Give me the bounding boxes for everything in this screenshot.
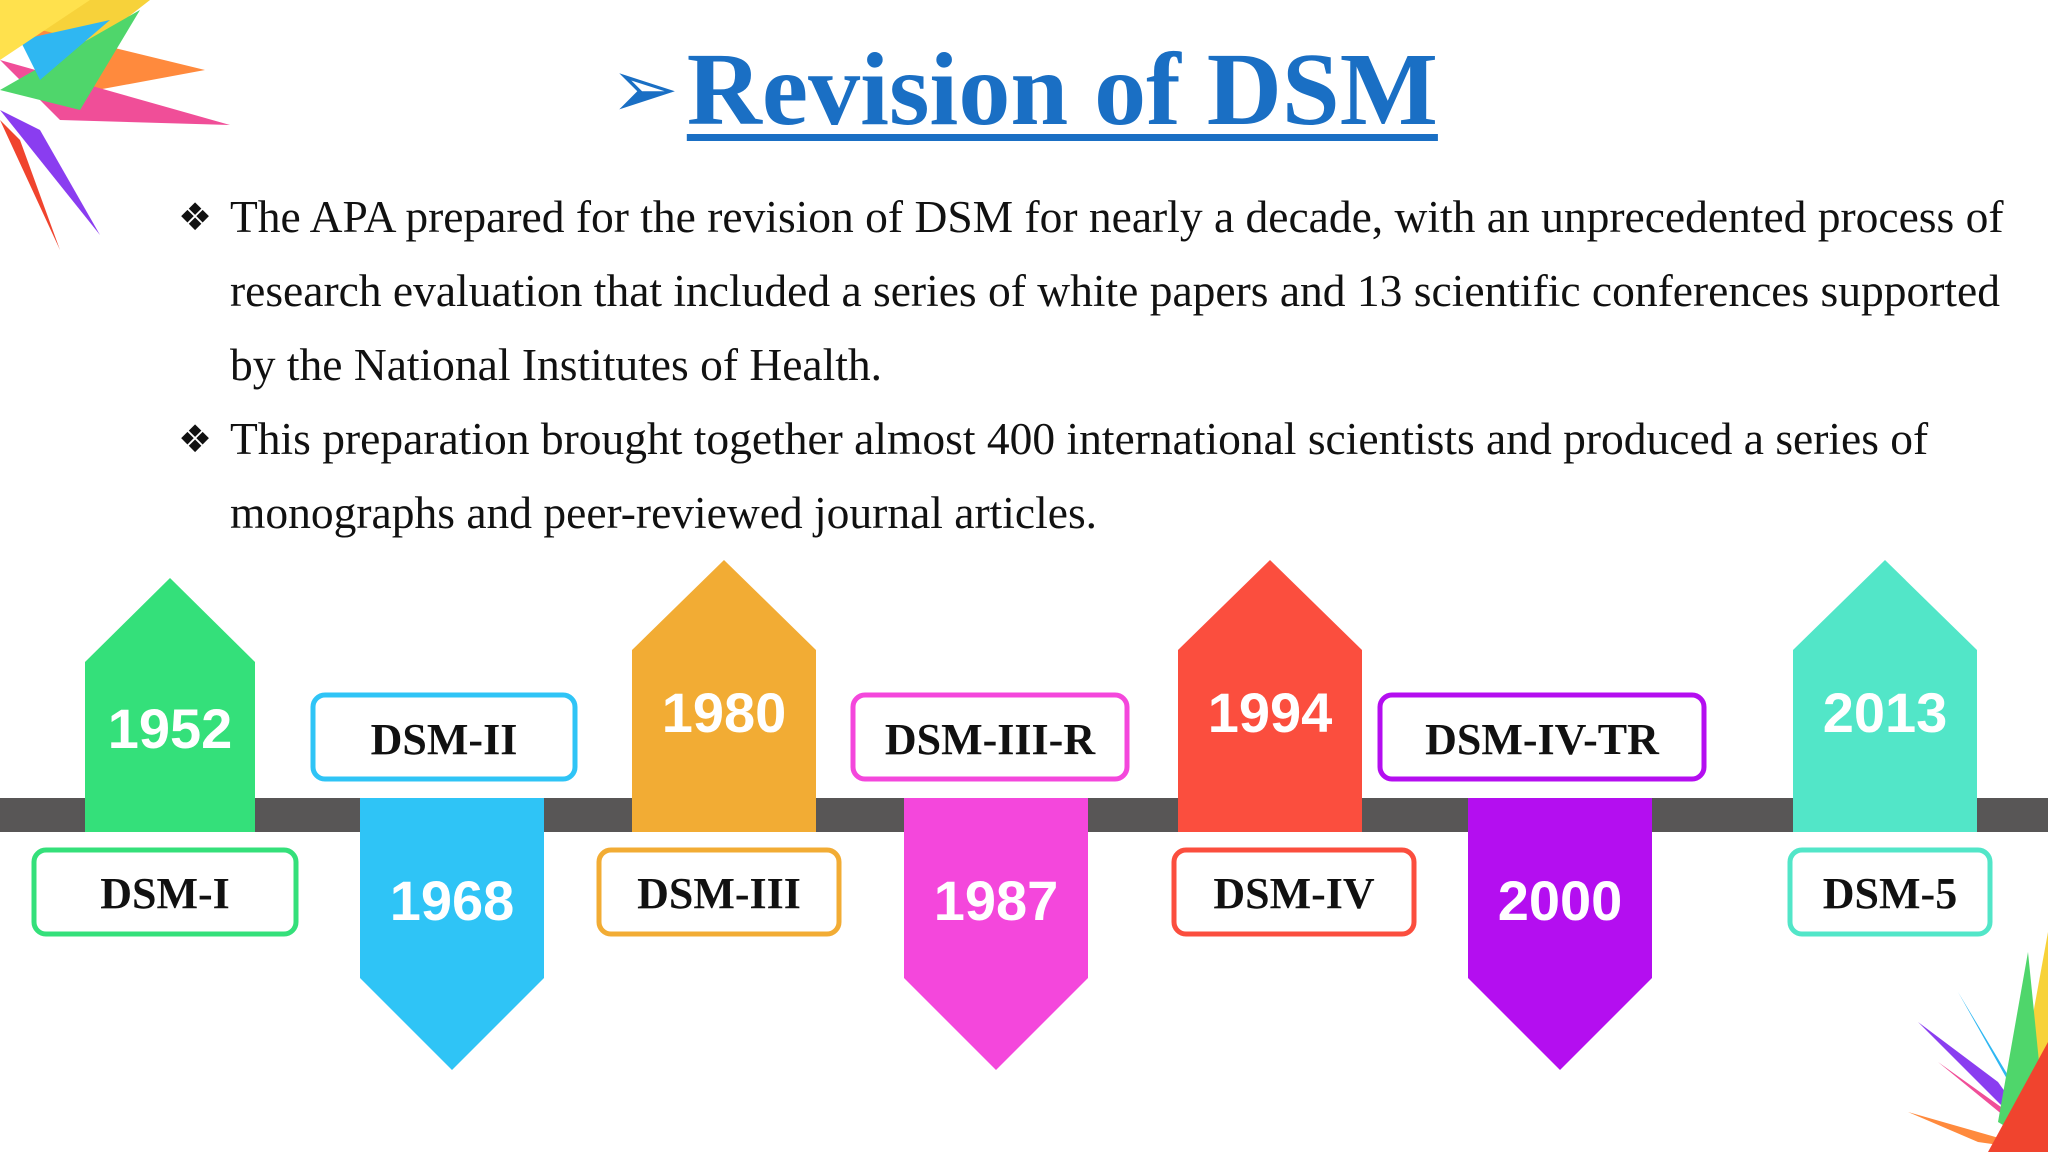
milestone-year: 1968 <box>390 869 515 932</box>
milestone-arrow-up <box>85 578 255 832</box>
milestone-arrow-down <box>904 798 1088 1070</box>
milestone-year: 1952 <box>108 697 233 760</box>
edition-label: DSM-I <box>100 869 230 918</box>
edition-label: DSM-5 <box>1823 869 1957 918</box>
edition-label-box <box>596 847 842 937</box>
milestone-arrow-up <box>632 560 816 832</box>
corner-splash-bottom-right <box>1908 932 2048 1152</box>
bullet-item: ❖ The APA prepared for the revision of D… <box>178 180 2028 402</box>
edition-label: DSM-III <box>637 869 801 918</box>
diamond-bullet-icon: ❖ <box>178 195 213 239</box>
slide-title: ➢Revision of DSM <box>0 38 2048 142</box>
milestone-year: 1980 <box>662 681 787 744</box>
diamond-bullet-icon: ❖ <box>178 417 213 461</box>
edition-label-box <box>1171 847 1417 937</box>
bullet-text: This preparation brought together almost… <box>230 413 1929 538</box>
milestone-arrow-up <box>1793 560 1977 832</box>
edition-label: DSM-IV <box>1213 869 1375 918</box>
milestone-arrow-up <box>1178 560 1362 832</box>
edition-label-box <box>31 847 299 937</box>
edition-label: DSM-III-R <box>885 715 1096 764</box>
edition-label-box <box>1787 847 1993 937</box>
milestone-year: 2013 <box>1823 681 1948 744</box>
edition-label: DSM-IV-TR <box>1425 715 1660 764</box>
title-text: Revision of DSM <box>686 32 1438 147</box>
edition-label-box <box>1377 692 1707 782</box>
edition-label: DSM-II <box>371 715 518 764</box>
bullet-item: ❖ This preparation brought together almo… <box>178 402 2028 550</box>
corner-splash-top-left <box>0 0 230 250</box>
milestone-arrow-down <box>360 798 544 1070</box>
milestone-year: 2000 <box>1498 869 1623 932</box>
milestone-year: 1994 <box>1208 681 1333 744</box>
edition-label-box <box>850 692 1130 782</box>
bullet-list: ❖ The APA prepared for the revision of D… <box>178 180 2028 550</box>
milestone-year: 1987 <box>934 869 1059 932</box>
milestone-arrow-down <box>1468 798 1652 1070</box>
edition-label-box <box>310 692 578 782</box>
arrow-bullet-icon: ➢ <box>610 42 679 137</box>
bullet-text: The APA prepared for the revision of DSM… <box>230 191 2004 390</box>
